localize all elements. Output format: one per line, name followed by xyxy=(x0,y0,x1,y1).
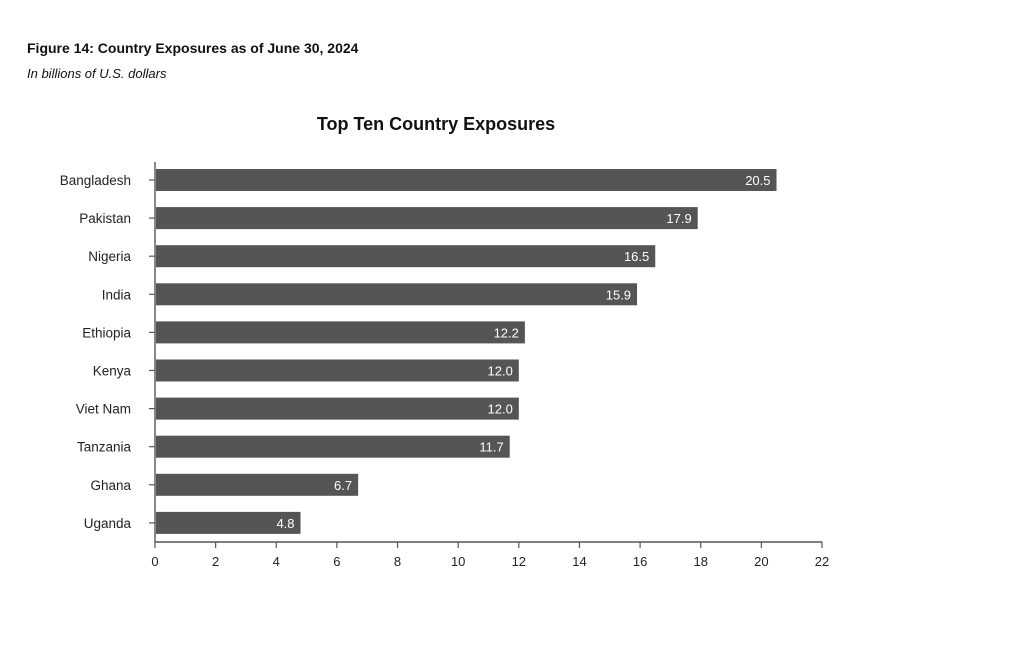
bar xyxy=(156,397,519,420)
bar xyxy=(156,207,698,230)
category-label: India xyxy=(102,287,132,302)
bars-layer: Bangladesh 20.5 Pakistan 17.9 Nigeria 16.5 Ind… xyxy=(60,169,777,534)
x-tick-label: 20 xyxy=(754,554,768,569)
bar xyxy=(156,511,301,534)
bar-value-label: 16.5 xyxy=(624,249,649,264)
bar-value-label: 17.9 xyxy=(666,211,691,226)
bar xyxy=(156,359,519,382)
bar xyxy=(156,245,656,268)
category-label: Tanzania xyxy=(77,440,132,455)
x-tick-label: 16 xyxy=(633,554,647,569)
category-label: Viet Nam xyxy=(76,402,131,417)
category-label: Ghana xyxy=(90,478,131,493)
bar xyxy=(156,169,777,191)
figure-title: Figure 14: Country Exposures as of June … xyxy=(27,40,359,56)
x-tick-label: 0 xyxy=(151,554,158,569)
figure-subtitle: In billions of U.S. dollars xyxy=(27,66,167,81)
category-label: Ethiopia xyxy=(82,325,131,340)
x-tick-label: 18 xyxy=(693,554,707,569)
x-tick-label: 8 xyxy=(394,554,401,569)
bar-value-label: 15.9 xyxy=(606,287,631,302)
x-tick-label: 2 xyxy=(212,554,219,569)
category-label: Uganda xyxy=(84,516,132,531)
category-label: Pakistan xyxy=(79,211,131,226)
category-label: Nigeria xyxy=(88,249,131,264)
bar xyxy=(156,473,359,496)
chart-title: Top Ten Country Exposures xyxy=(317,114,555,134)
x-tick-label: 4 xyxy=(273,554,280,569)
x-tick-label: 22 xyxy=(815,554,829,569)
bar-value-label: 12.0 xyxy=(488,364,513,379)
bar-value-label: 20.5 xyxy=(745,173,770,188)
x-tick-label: 12 xyxy=(512,554,526,569)
bar-value-label: 12.0 xyxy=(488,402,513,417)
bar xyxy=(156,321,525,344)
x-tick-label: 6 xyxy=(333,554,340,569)
axes-layer: 0 2 4 6 8 10 12 14 16 18 20 22 xyxy=(149,162,829,569)
category-label: Bangladesh xyxy=(60,173,131,188)
bar-value-label: 6.7 xyxy=(334,478,352,493)
x-tick-label: 10 xyxy=(451,554,465,569)
bar-value-label: 4.8 xyxy=(276,516,294,531)
bar-value-label: 12.2 xyxy=(494,325,519,340)
bar xyxy=(156,283,638,306)
bar xyxy=(156,435,510,458)
x-tick-label: 14 xyxy=(572,554,586,569)
bar-value-label: 11.7 xyxy=(479,440,503,455)
category-label: Kenya xyxy=(93,364,132,379)
